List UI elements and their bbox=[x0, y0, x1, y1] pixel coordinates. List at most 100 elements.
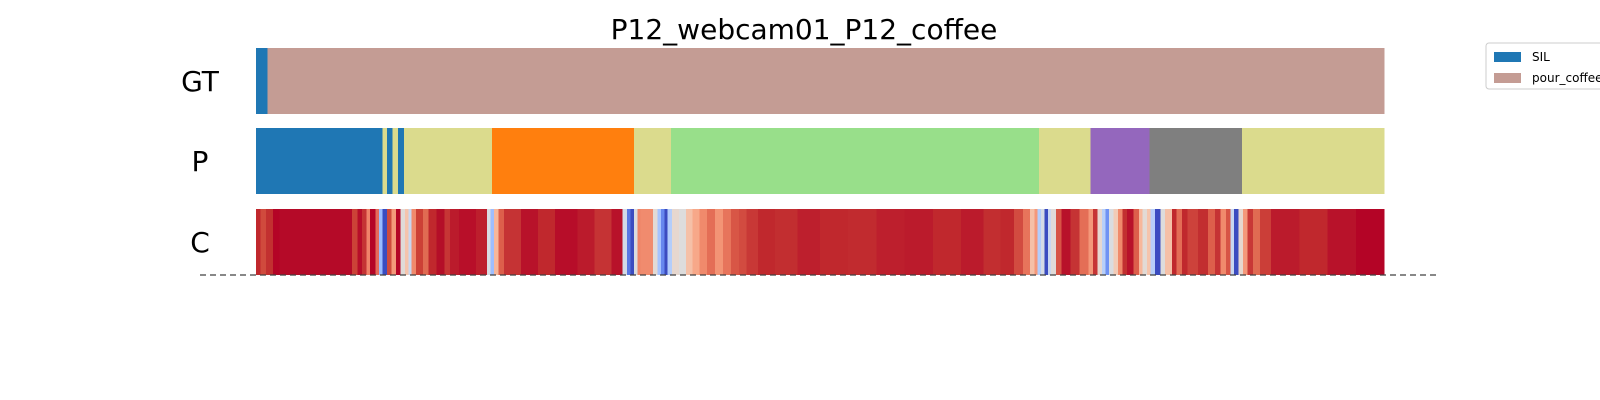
segment bbox=[1037, 209, 1042, 275]
segment bbox=[378, 209, 383, 275]
segment bbox=[444, 209, 451, 275]
segment bbox=[1079, 209, 1089, 275]
legend-swatch bbox=[1494, 52, 1521, 62]
segment bbox=[746, 209, 759, 275]
segment bbox=[366, 209, 371, 275]
segment bbox=[1142, 209, 1148, 275]
segment bbox=[392, 128, 399, 194]
segment bbox=[1187, 209, 1199, 275]
segment bbox=[820, 209, 849, 275]
segment bbox=[1230, 209, 1235, 275]
segment bbox=[1000, 209, 1015, 275]
segment bbox=[1034, 209, 1039, 275]
segment bbox=[1165, 209, 1173, 275]
segment bbox=[1171, 209, 1177, 275]
segment bbox=[357, 209, 363, 275]
segment bbox=[416, 209, 424, 275]
segment bbox=[797, 209, 821, 275]
segment bbox=[715, 209, 724, 275]
segment bbox=[1214, 209, 1221, 275]
segment bbox=[1259, 209, 1272, 275]
segment bbox=[1271, 209, 1300, 275]
segment bbox=[408, 209, 412, 275]
segment bbox=[1014, 209, 1024, 275]
segment bbox=[1160, 209, 1166, 275]
segment bbox=[633, 128, 672, 194]
segment bbox=[707, 209, 716, 275]
segment bbox=[722, 209, 732, 275]
segment bbox=[904, 209, 934, 275]
segment bbox=[351, 209, 358, 275]
segment bbox=[1029, 209, 1035, 275]
segment bbox=[653, 209, 658, 275]
segment bbox=[577, 209, 595, 275]
segment bbox=[1108, 209, 1114, 275]
segment bbox=[475, 209, 488, 275]
segment bbox=[1208, 209, 1216, 275]
segment bbox=[657, 209, 662, 275]
segment bbox=[436, 209, 445, 275]
segment bbox=[386, 209, 392, 275]
segment bbox=[627, 209, 631, 275]
segment bbox=[1238, 209, 1244, 275]
segment bbox=[630, 209, 635, 275]
segment bbox=[1092, 209, 1098, 275]
segment bbox=[260, 209, 267, 275]
segment bbox=[404, 209, 409, 275]
segment bbox=[1149, 128, 1243, 194]
segment bbox=[679, 209, 687, 275]
segment bbox=[611, 209, 623, 275]
segment bbox=[256, 209, 261, 275]
segment bbox=[403, 128, 493, 194]
segment bbox=[400, 209, 406, 275]
segment bbox=[395, 209, 401, 275]
segment bbox=[1355, 209, 1385, 275]
segment bbox=[1038, 128, 1092, 194]
segment bbox=[730, 209, 740, 275]
segment bbox=[1126, 209, 1134, 275]
segment bbox=[272, 209, 280, 275]
segment bbox=[450, 209, 460, 275]
segment bbox=[375, 209, 380, 275]
legend-label: pour_coffee bbox=[1532, 71, 1600, 85]
segment bbox=[459, 209, 477, 275]
segment bbox=[1233, 209, 1239, 275]
segment bbox=[279, 209, 353, 275]
segment bbox=[667, 209, 673, 275]
segment bbox=[699, 209, 708, 275]
segment bbox=[1241, 128, 1385, 194]
legend-entries: SIL pour_coffee bbox=[1494, 50, 1600, 85]
segment bbox=[428, 209, 437, 275]
segment bbox=[685, 209, 693, 275]
segment bbox=[1243, 209, 1248, 275]
segment bbox=[382, 128, 388, 194]
segment bbox=[382, 209, 388, 275]
segment bbox=[1088, 209, 1094, 275]
segment bbox=[633, 209, 638, 275]
row-label: GT bbox=[181, 65, 220, 98]
legend-label: SIL bbox=[1532, 50, 1550, 64]
segment bbox=[637, 209, 641, 275]
segment bbox=[494, 209, 499, 275]
segment bbox=[1097, 209, 1103, 275]
segment bbox=[672, 209, 680, 275]
segment bbox=[266, 209, 274, 275]
segment bbox=[386, 128, 393, 194]
segment bbox=[622, 209, 628, 275]
segment bbox=[774, 209, 798, 275]
segment bbox=[1139, 209, 1143, 275]
segment bbox=[1133, 209, 1140, 275]
segment bbox=[1226, 209, 1231, 275]
segment bbox=[1150, 209, 1156, 275]
segment bbox=[1023, 209, 1031, 275]
segment bbox=[521, 209, 539, 275]
segment bbox=[640, 209, 654, 275]
segment bbox=[538, 209, 556, 275]
segment bbox=[1105, 209, 1110, 275]
segment bbox=[1220, 209, 1227, 275]
segment bbox=[1155, 209, 1161, 275]
segment bbox=[1117, 209, 1123, 275]
segment bbox=[1051, 209, 1057, 275]
segment bbox=[1182, 209, 1189, 275]
